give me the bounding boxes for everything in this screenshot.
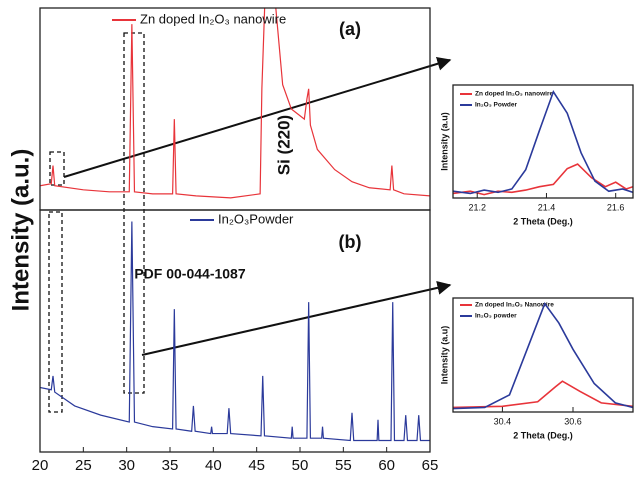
x-tick-label: 65 [422,457,439,474]
data-line [453,302,633,410]
y-axis-label: Intensity (a.u.) [7,149,34,312]
annotation: (a) [339,19,361,39]
x-tick-label: 30 [118,457,135,474]
highlight-box [49,151,65,186]
x-tick-label: 35 [162,457,179,474]
plot-frame [452,84,634,199]
plot-frame [39,7,431,211]
data-line [453,89,633,195]
y-axis-label: Intensity (a.u) [439,112,449,171]
annotation: Si (220) [274,115,293,175]
legend-label: In₂O₃ powder [475,313,517,320]
legend-label: In₂O₃ Powder [475,102,517,109]
data-line [40,8,430,199]
zoom-arrow [63,56,452,178]
x-tick-label: 60 [378,457,395,474]
x-tick-label: 25 [75,457,92,474]
y-axis-label: Intensity (a.u) [439,326,449,385]
legend-label: In₂O₃Powder [218,211,294,226]
x-tick-label: 21.4 [538,202,556,212]
data-line [453,380,633,409]
data-line [40,221,430,442]
x-tick-label: 21.2 [468,202,486,212]
x-tick-label: 21.6 [607,202,625,212]
legend-label: Zn doped In₂O₃ nanowire [475,91,553,98]
legend-label: Zn doped In₂O₃ Nanowire [475,302,554,309]
legend-label: Zn doped In₂O₃ nanowire [140,11,286,26]
x-tick-label: 30.6 [564,416,582,426]
plot-frame [39,209,431,453]
highlight-box [123,32,145,394]
plot-frame [452,297,634,413]
x-tick-label: 20 [32,457,49,474]
highlight-box [48,211,63,413]
x-axis-label: 2 Theta (Deg.) [513,216,573,226]
x-axis-label: 2 Theta (Deg.) [162,476,307,478]
annotation: (b) [339,232,362,252]
x-axis-label: 2 Theta (Deg.) [513,430,573,440]
zoom-arrow [141,280,452,356]
data-line [453,163,633,196]
x-tick-label: 30.4 [494,416,512,426]
annotation: PDF 00-044-1087 [134,266,246,282]
x-tick-label: 40 [205,457,222,474]
x-tick-label: 50 [292,457,309,474]
x-tick-label: 45 [248,457,265,474]
x-tick-label: 55 [335,457,352,474]
